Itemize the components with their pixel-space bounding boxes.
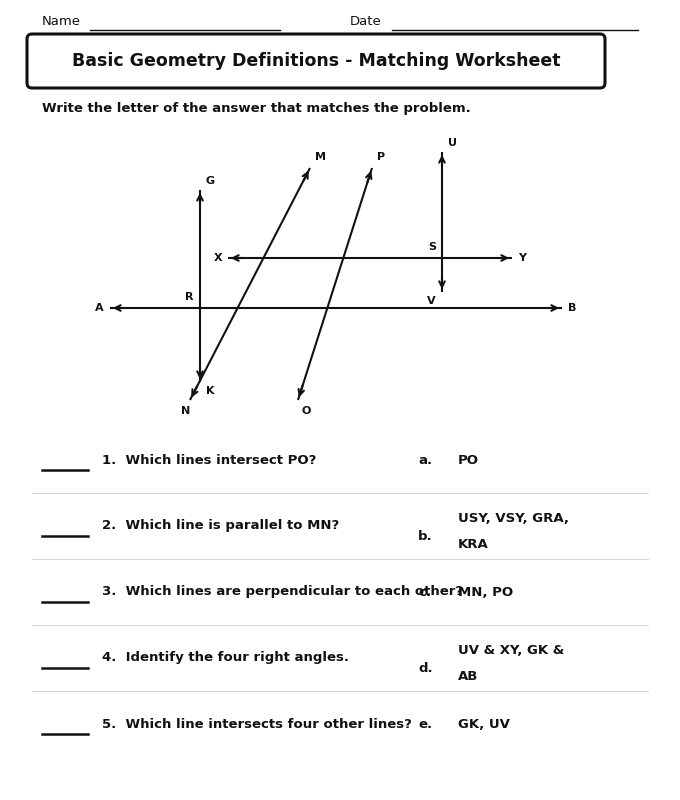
Text: e.: e. (418, 718, 432, 730)
Text: V: V (427, 296, 436, 306)
Text: R: R (186, 292, 194, 302)
Text: UV & XY, GK &: UV & XY, GK & (458, 643, 564, 657)
Text: B: B (568, 303, 577, 313)
Text: P: P (377, 152, 385, 162)
Text: 3.  Which lines are perpendicular to each other?: 3. Which lines are perpendicular to each… (102, 586, 463, 598)
Text: Date: Date (350, 15, 381, 28)
Text: K: K (206, 386, 214, 396)
Text: Name: Name (42, 15, 81, 28)
Text: b.: b. (418, 530, 432, 542)
Text: 5.  Which line intersects four other lines?: 5. Which line intersects four other line… (102, 718, 412, 730)
Text: A: A (95, 303, 104, 313)
FancyBboxPatch shape (27, 34, 605, 88)
Text: c.: c. (418, 586, 431, 598)
Text: d.: d. (418, 662, 432, 674)
Text: Y: Y (518, 253, 526, 263)
Text: 1.  Which lines intersect PO?: 1. Which lines intersect PO? (102, 454, 316, 466)
Text: 4.  Identify the four right angles.: 4. Identify the four right angles. (102, 651, 349, 665)
Text: G: G (206, 176, 215, 186)
Text: O: O (302, 406, 311, 416)
Text: AB: AB (458, 670, 478, 682)
Text: Basic Geometry Definitions - Matching Worksheet: Basic Geometry Definitions - Matching Wo… (72, 52, 560, 70)
Text: GK, UV: GK, UV (458, 718, 510, 730)
Text: U: U (448, 138, 457, 148)
Text: KRA: KRA (458, 538, 489, 550)
Text: X: X (214, 253, 222, 263)
Text: PO: PO (458, 454, 479, 466)
Text: 2.  Which line is parallel to MN?: 2. Which line is parallel to MN? (102, 519, 339, 533)
Text: USY, VSY, GRA,: USY, VSY, GRA, (458, 511, 569, 525)
Text: S: S (428, 242, 436, 252)
Text: MN, PO: MN, PO (458, 586, 513, 598)
Text: M: M (315, 152, 326, 162)
Text: a.: a. (418, 454, 432, 466)
Text: N: N (182, 406, 190, 416)
Text: Write the letter of the answer that matches the problem.: Write the letter of the answer that matc… (42, 102, 471, 115)
